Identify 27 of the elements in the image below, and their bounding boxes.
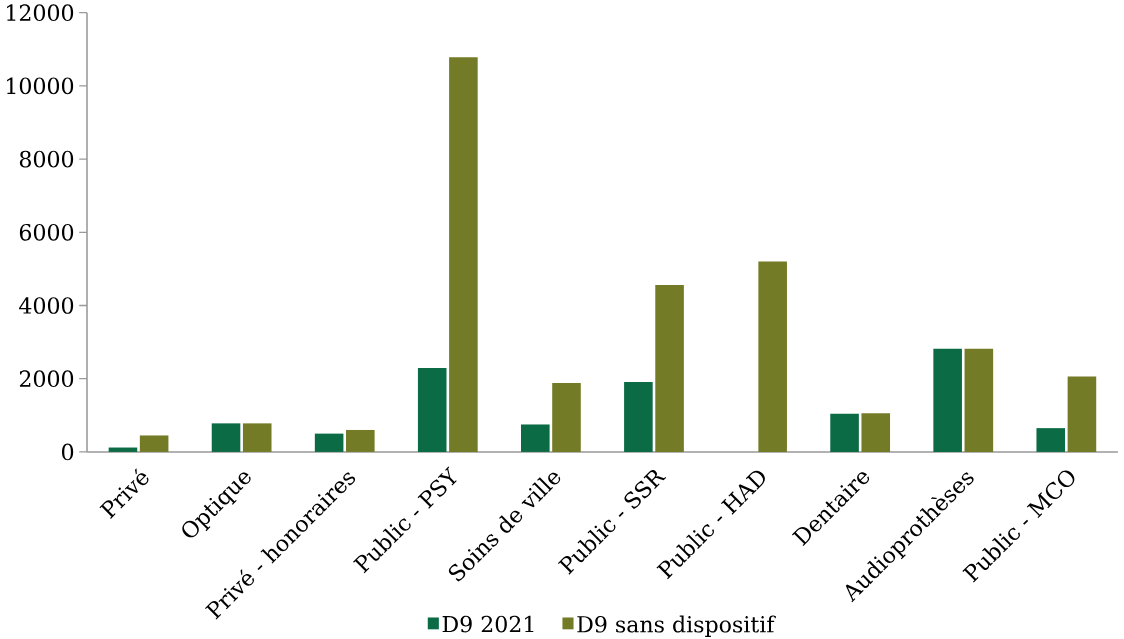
y-tick-label: 2000 (19, 370, 74, 387)
legend-label: D9 sans dispositif (577, 615, 776, 637)
y-tick-label: 8000 (19, 150, 74, 168)
y-tick-label: 0 (62, 443, 74, 461)
bar (624, 381, 653, 452)
y-tick-label: 12000 (7, 4, 74, 21)
bar (1036, 427, 1066, 452)
bar (861, 412, 891, 452)
bar (655, 284, 684, 452)
bar (830, 413, 859, 452)
bar (1067, 376, 1097, 452)
bar (242, 423, 272, 452)
y-tick-label: 6000 (19, 223, 74, 241)
bar (964, 348, 994, 452)
bar (933, 348, 962, 452)
bar (758, 261, 787, 452)
bar (346, 429, 375, 452)
y-tick-label: 10000 (7, 77, 74, 95)
legend-label: D9 2021 (442, 615, 534, 633)
bar (521, 424, 550, 452)
bar (211, 423, 241, 452)
bar (314, 433, 344, 452)
bar (449, 57, 478, 452)
bar (139, 435, 169, 452)
bar (552, 382, 581, 452)
y-tick-label: 4000 (19, 296, 74, 314)
bar (417, 367, 447, 452)
